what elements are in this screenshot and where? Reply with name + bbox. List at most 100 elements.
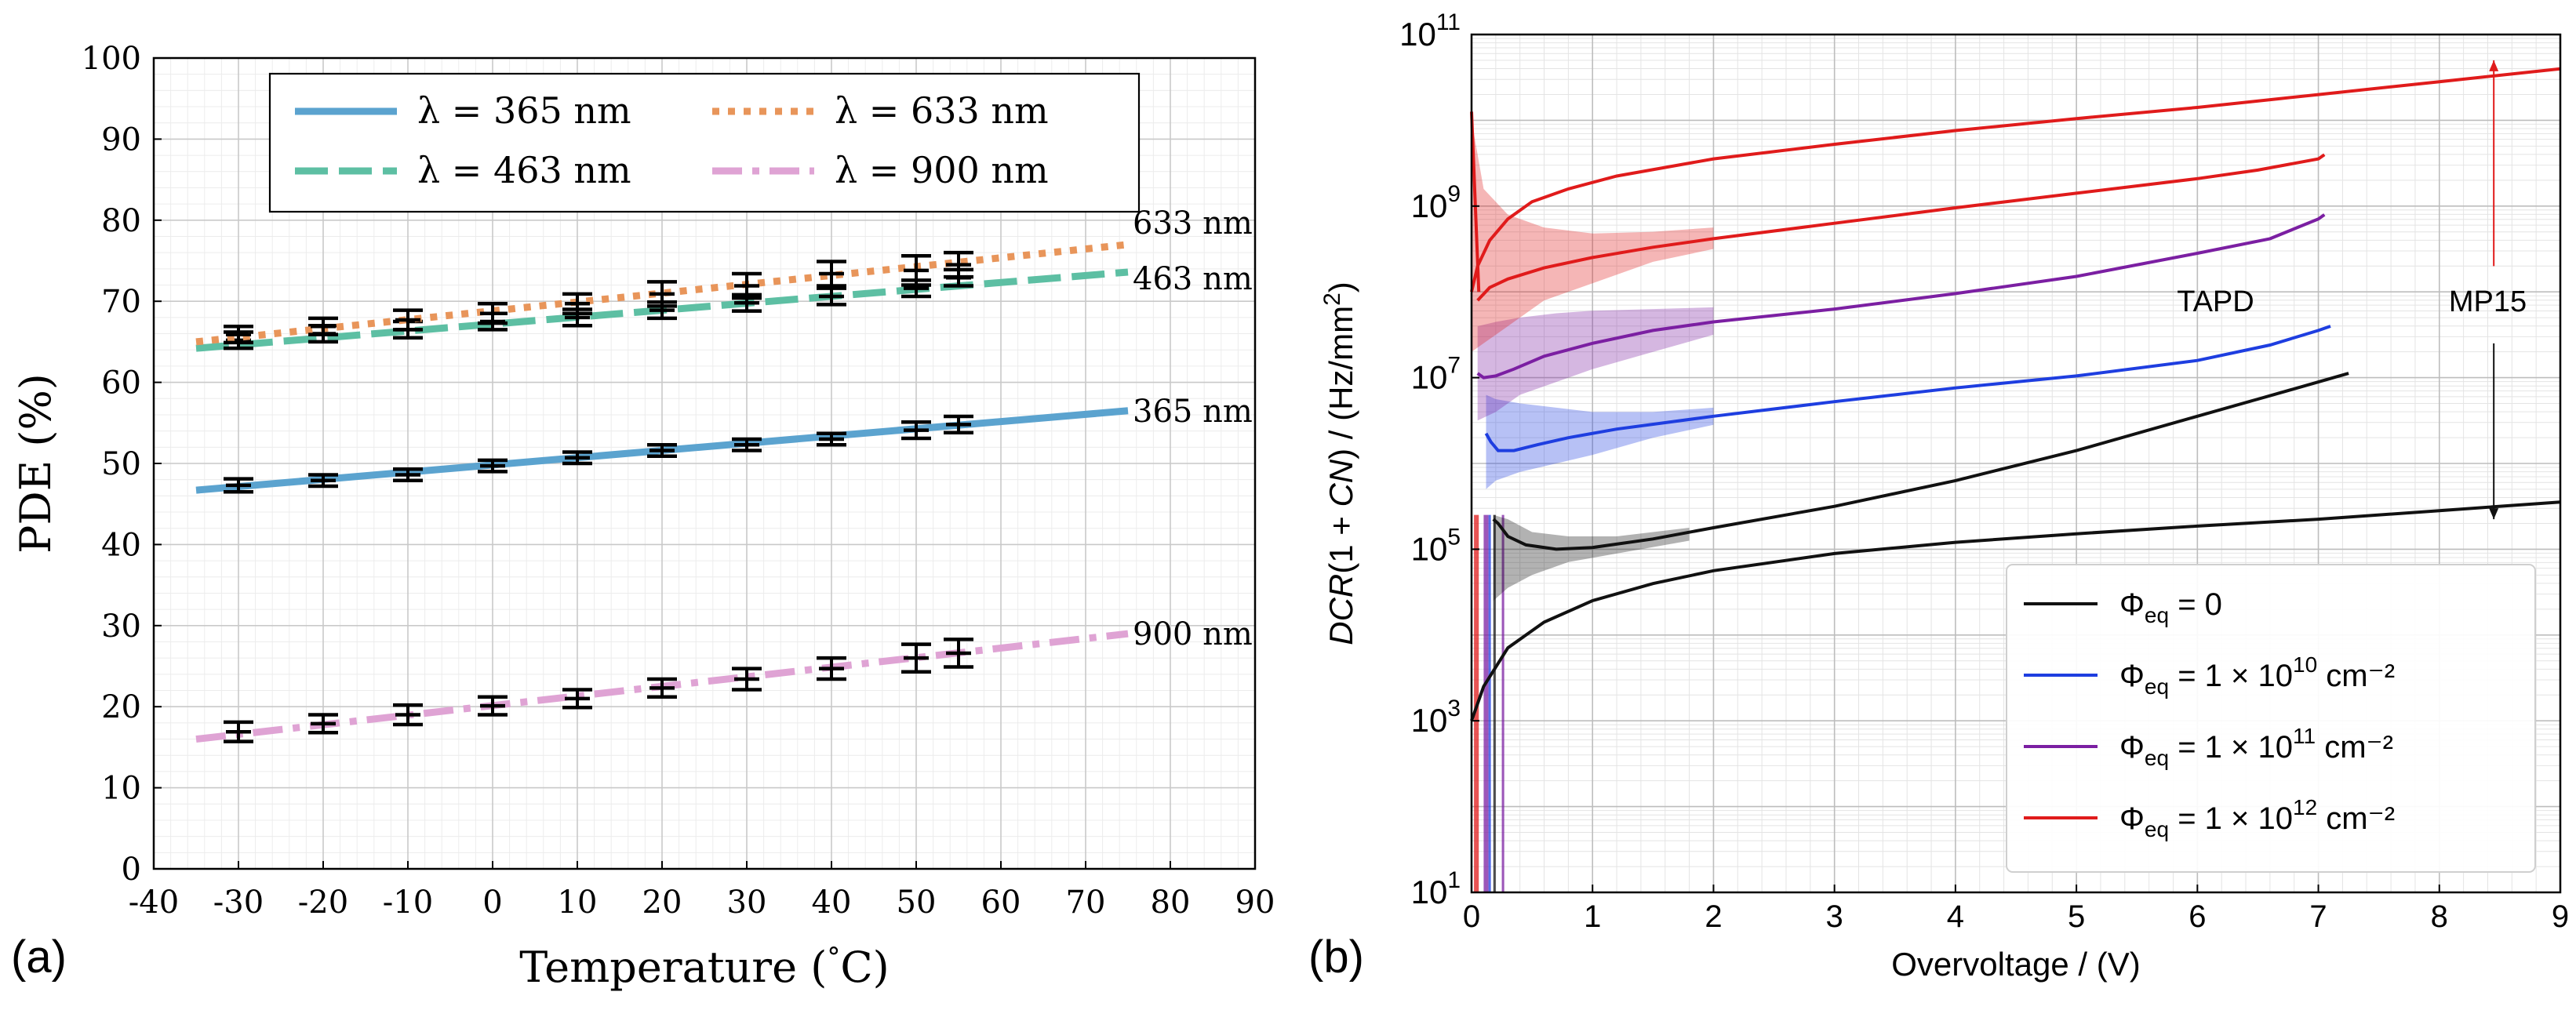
legend-box [2006, 564, 2536, 873]
y-tick-exponent: 5 [1447, 524, 1461, 550]
tapd-curve [1484, 325, 2331, 452]
legend-item: λ = 900 nm [712, 149, 1049, 191]
x-tick-label: 60 [981, 885, 1021, 921]
x-tick-label: 1 [1584, 899, 1601, 934]
y-tick-label: 30 [101, 609, 141, 645]
y-label-close: ) [1323, 282, 1359, 292]
y-tick-label: 50 [101, 446, 141, 482]
error-bar [732, 271, 762, 300]
y-tick-label: 100 [82, 41, 141, 77]
error-bar [562, 450, 592, 466]
error-bar [308, 473, 338, 489]
error-bar [393, 308, 423, 332]
x-tick-label: 5 [2068, 899, 2085, 934]
x-tick-label: 4 [1947, 899, 1964, 934]
y-tick-label: 101 [1411, 867, 1461, 910]
tapd-curve [1492, 372, 2349, 551]
x-tick-label: -30 [213, 885, 264, 921]
y-tick-base: 10 [1399, 16, 1436, 53]
series-end-label: 463 nm [1133, 261, 1253, 297]
y-label-dcr: DCR [1323, 574, 1359, 645]
legend-label: λ = 900 nm [835, 149, 1049, 191]
error-bar [647, 280, 677, 308]
x-tick-label: 2 [1705, 899, 1722, 934]
plot-frame [152, 56, 1257, 870]
error-bar [308, 316, 338, 336]
x-axis-label-text: Temperature ( [519, 943, 827, 992]
legend-sub: eq [2145, 746, 2169, 770]
y-tick-label: 10 [101, 771, 141, 807]
x-tick-label: 70 [1066, 885, 1106, 921]
arrow-head [2489, 508, 2499, 520]
legend-item: Φeq = 1 × 1012 cm⁻² [2024, 795, 2395, 841]
y-tick-label: 90 [101, 122, 141, 158]
series-900nm: 900 nm [195, 616, 1253, 743]
legend-rest: = 0 [2169, 587, 2222, 622]
error-bar [224, 325, 253, 345]
legend-sup: 12 [2293, 795, 2317, 819]
legend-sup: 10 [2293, 652, 2317, 677]
x-axis-label: Temperature (°C) [519, 942, 889, 992]
legend-phi: Φ [2119, 801, 2145, 836]
y-tick-exponent: 9 [1447, 181, 1461, 207]
uncertainty-band [1472, 120, 1714, 352]
error-bar [478, 695, 508, 717]
x-tick-label: 3 [1826, 899, 1843, 934]
legend-label: λ = 463 nm [417, 149, 631, 191]
y-axis-label: PDE (%) [11, 373, 60, 554]
y-tick-base: 10 [1411, 359, 1448, 396]
series-0 [1470, 372, 2561, 721]
legend-label: λ = 365 nm [417, 89, 631, 132]
legend-rest: = 1 × 10 [2169, 801, 2293, 836]
legend-sub: eq [2145, 817, 2169, 841]
y-tick-base: 10 [1411, 874, 1448, 910]
legend-label: Φeq = 1 × 1010 cm⁻² [2119, 652, 2395, 699]
low-voltage-spike [1483, 514, 1489, 892]
panel-a-label: (a) [11, 932, 67, 983]
legend-item: Φeq = 1 × 1011 cm⁻² [2024, 724, 2393, 770]
uncertainty-band [1486, 394, 1714, 489]
y-tick-base: 10 [1411, 187, 1448, 224]
x-tick-label: 7 [2309, 899, 2327, 934]
mp15-curve [1470, 500, 2561, 721]
legend-label: Φeq = 0 [2119, 587, 2222, 627]
degree-symbol: ° [827, 942, 840, 973]
x-axis-label-unit: C) [840, 943, 889, 992]
low-voltage-spike [1488, 514, 1491, 892]
y-label-rest: ) / (Hz/mm [1323, 306, 1359, 460]
x-tick-label: 0 [1463, 899, 1480, 934]
error-bar [562, 688, 592, 710]
y-tick-base: 10 [1411, 702, 1448, 739]
mp15-curve [1470, 67, 2561, 292]
legend-sup: 11 [2293, 724, 2316, 748]
x-tick-label: 30 [727, 885, 767, 921]
x-tick-label: -10 [383, 885, 433, 921]
error-bar [944, 250, 973, 279]
x-tick-label: -20 [298, 885, 348, 921]
error-bar [944, 638, 973, 669]
x-tick-label: 9 [2552, 899, 2569, 934]
x-tick-label: 6 [2189, 899, 2206, 934]
error-bar [224, 720, 253, 743]
series-463nm: 463 nm [195, 261, 1253, 352]
y-tick-label: 1011 [1399, 9, 1461, 53]
low-voltage-spike [1501, 514, 1504, 892]
legend-sub: eq [2145, 603, 2169, 627]
legend-sub: eq [2145, 674, 2169, 699]
x-tick-label: 80 [1151, 885, 1191, 921]
legend-item: Φeq = 0 [2024, 587, 2222, 627]
legend-tail: cm⁻² [2317, 801, 2395, 836]
series-365nm: 365 nm [195, 394, 1253, 494]
x-tick-label: 10 [558, 885, 598, 921]
series-633nm: 633 nm [195, 205, 1253, 346]
curves [1470, 67, 2561, 892]
legend-item: λ = 463 nm [295, 149, 631, 191]
y-label-sup: 2 [1319, 292, 1345, 306]
error-bar [393, 703, 423, 727]
y-label-cn: CN [1323, 459, 1359, 507]
legend: λ = 365 nm λ = 463 nm λ = 633 nm λ = 900 nm [268, 72, 1141, 213]
